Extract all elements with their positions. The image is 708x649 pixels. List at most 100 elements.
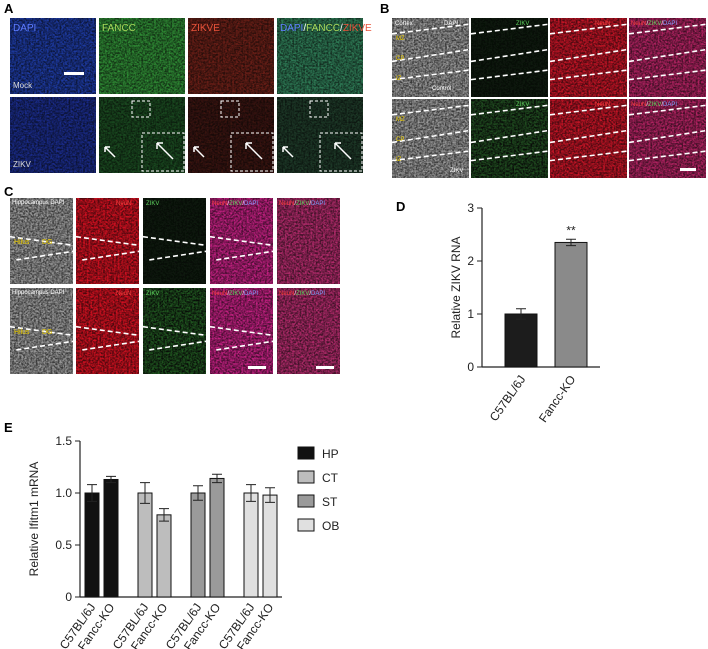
micrograph-signal bbox=[277, 288, 340, 374]
micrograph-tint bbox=[10, 288, 73, 374]
arrow bbox=[282, 146, 294, 158]
label-part: DAPI bbox=[663, 102, 677, 108]
micrograph-signal bbox=[471, 99, 548, 178]
legend-label: ST bbox=[322, 495, 338, 509]
micrograph-tint bbox=[76, 288, 139, 374]
error-bar bbox=[246, 484, 256, 502]
micrograph-tint bbox=[550, 99, 627, 178]
boundary-line bbox=[549, 23, 628, 35]
error-bar bbox=[566, 238, 576, 247]
image-label: NeuN bbox=[595, 21, 610, 27]
label-part: NeuN bbox=[631, 21, 646, 27]
bar bbox=[137, 492, 153, 598]
label-part: / bbox=[294, 201, 296, 207]
micrograph-tint bbox=[550, 18, 627, 97]
scale-bar bbox=[316, 366, 334, 369]
image-label: NeuN/ZIKV/DAPI bbox=[279, 291, 325, 297]
legend-swatch bbox=[297, 470, 315, 484]
image-label: Mock bbox=[13, 81, 33, 90]
boundary-line bbox=[470, 69, 549, 81]
image-label: CP bbox=[396, 137, 404, 143]
legend-swatch bbox=[297, 446, 315, 460]
boundary-line bbox=[470, 104, 549, 116]
boundary-line bbox=[470, 23, 549, 35]
micrograph-tint bbox=[10, 18, 96, 94]
label-part: ZIKV bbox=[229, 201, 242, 207]
error-bar bbox=[159, 508, 169, 522]
legend-swatch bbox=[297, 494, 315, 508]
inset-box bbox=[319, 132, 363, 172]
micrograph-tint bbox=[277, 198, 340, 284]
image-label: DG bbox=[42, 329, 53, 336]
image-label: NeuN bbox=[595, 102, 610, 108]
legend-label: HP bbox=[322, 447, 339, 461]
error-bar bbox=[265, 487, 275, 503]
label-part: NeuN bbox=[279, 201, 294, 207]
panel-letter: D bbox=[396, 199, 405, 214]
image-label: Cortex bbox=[395, 21, 413, 27]
label-part: / bbox=[646, 102, 648, 108]
panel-letter: E bbox=[4, 420, 13, 435]
y-axis-label: Relative ZIKV RNA bbox=[449, 236, 463, 338]
label-part: / bbox=[340, 23, 343, 34]
error-bar bbox=[212, 473, 222, 484]
image-label: ZIKV bbox=[516, 21, 529, 27]
image-label: ZIKV bbox=[146, 291, 159, 297]
micrograph-signal bbox=[392, 99, 469, 178]
image-label: NeuN/ZIKV/DAPI bbox=[212, 291, 258, 297]
bar bbox=[243, 492, 259, 598]
micrograph-signal bbox=[143, 198, 206, 284]
micrograph-signal bbox=[210, 288, 273, 374]
error-bar bbox=[140, 482, 150, 504]
bar bbox=[262, 494, 278, 598]
inset-box bbox=[230, 132, 274, 172]
image-label: ZIKV bbox=[450, 168, 463, 174]
label-part: NeuN bbox=[631, 102, 646, 108]
micrograph-signal bbox=[629, 99, 706, 178]
error-bar bbox=[106, 475, 116, 484]
scale-bar bbox=[680, 168, 696, 171]
label-part: DAPI bbox=[311, 291, 325, 297]
micrograph-signal bbox=[210, 198, 273, 284]
micrograph-tint bbox=[76, 198, 139, 284]
label-part: ZIKV bbox=[229, 291, 242, 297]
image-label: NeuN bbox=[116, 201, 131, 207]
boundary-line bbox=[549, 150, 628, 162]
y-tick-label: 0.5 bbox=[55, 538, 72, 552]
micrograph-tint bbox=[143, 288, 206, 374]
image-label: ZIKVE bbox=[191, 23, 220, 34]
image-label: Hippocampus DAPI bbox=[12, 200, 65, 206]
inset-box bbox=[131, 100, 151, 118]
error-bar bbox=[193, 485, 203, 501]
image-label: ZIKV bbox=[516, 102, 529, 108]
y-tick-label: 1.0 bbox=[55, 486, 72, 500]
panel-letter: A bbox=[4, 1, 14, 16]
boundary-line bbox=[391, 150, 470, 162]
micrograph-signal bbox=[76, 288, 139, 374]
error-bar bbox=[516, 308, 526, 320]
boundary-line bbox=[9, 235, 74, 247]
boundary-line bbox=[628, 69, 707, 81]
boundary-line bbox=[628, 150, 707, 162]
image-label: Hippocampus DAPI bbox=[12, 290, 65, 296]
image-label: IZ bbox=[396, 76, 402, 82]
image-label: DG bbox=[42, 239, 53, 246]
micrograph-signal bbox=[277, 18, 363, 94]
label-part: ZIKV bbox=[296, 291, 309, 297]
arrow bbox=[245, 142, 263, 160]
image-label: Control bbox=[432, 86, 451, 92]
image-label: DAPI bbox=[444, 21, 458, 27]
inset-box bbox=[309, 100, 329, 118]
label-part: / bbox=[242, 291, 244, 297]
arrow bbox=[156, 142, 174, 160]
boundary-line bbox=[391, 129, 470, 144]
label-part: / bbox=[227, 201, 229, 207]
scale-bar bbox=[64, 72, 84, 75]
micrograph-tint bbox=[629, 99, 706, 178]
boundary-line bbox=[391, 69, 470, 81]
image-label: ZIKV bbox=[146, 201, 159, 207]
micrograph-signal bbox=[10, 97, 96, 173]
label-part: ZIKV bbox=[648, 102, 661, 108]
legend-swatch bbox=[297, 518, 315, 532]
